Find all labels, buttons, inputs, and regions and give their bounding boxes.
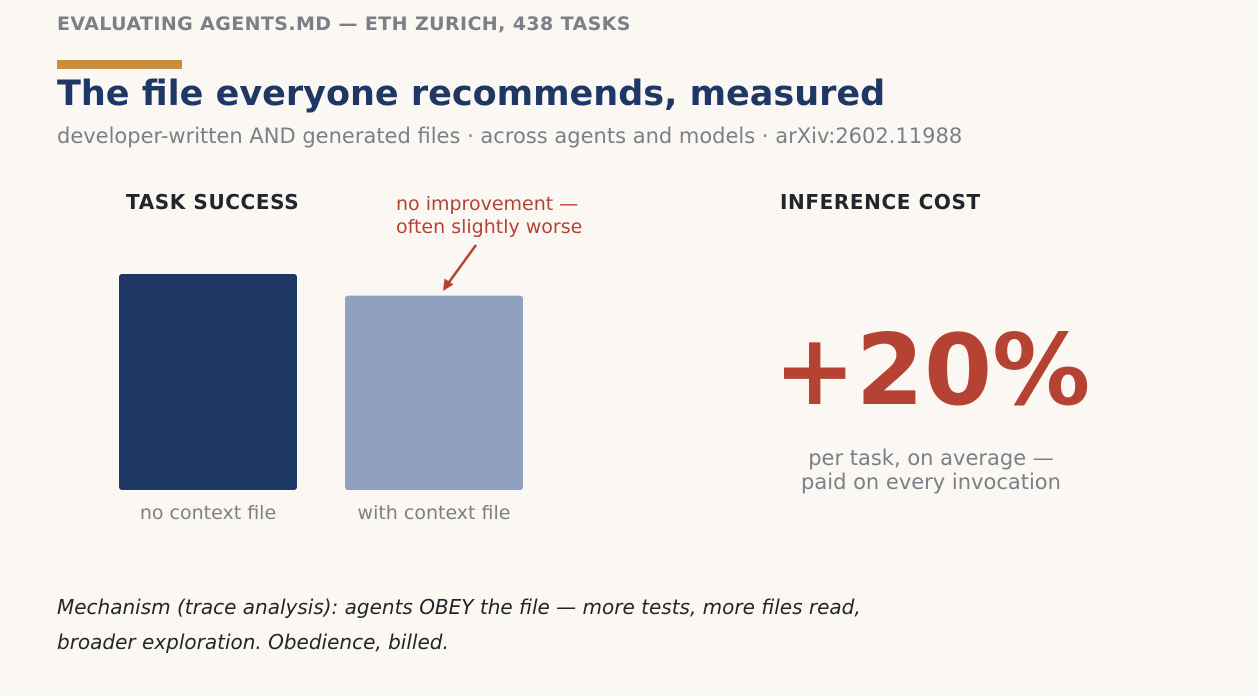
bar-no-context-file — [119, 274, 297, 490]
caption-line-2: paid on every invocation — [801, 470, 1061, 494]
category-labels-layer: no context file with context file — [140, 502, 511, 524]
annotation-line-2: often slightly worse — [396, 216, 583, 238]
task-success-heading: TASK SUCCESS — [126, 190, 300, 214]
bar-annotation: no improvement — often slightly worse — [396, 193, 582, 239]
bar-with-context-file — [345, 295, 523, 490]
caption-line-1: per task, on average — — [808, 446, 1054, 470]
category-label-with-context-file: with context file — [358, 502, 511, 524]
footnote-line-2: broader exploration. Obedience, billed. — [57, 630, 449, 654]
inference-cost-heading: INFERENCE COST — [780, 190, 981, 214]
kicker-text: EVALUATING AGENTS.MD — ETH ZURICH, 438 T… — [57, 13, 631, 35]
page-subtitle: developer-written AND generated files · … — [57, 124, 963, 148]
annotation-line-1: no improvement — — [396, 193, 579, 215]
bars-layer — [119, 274, 523, 490]
category-label-no-context-file: no context file — [140, 502, 276, 524]
annotation-arrow — [443, 244, 478, 291]
annotation-arrow-line — [445, 244, 478, 286]
task-success-chart: no context file with context file — [119, 244, 523, 524]
accent-rule — [57, 60, 182, 69]
footnote-line-1: Mechanism (trace analysis): agents OBEY … — [57, 595, 861, 619]
inference-cost-value: +20% — [773, 314, 1091, 428]
page-title: The file everyone recommends, measured — [57, 74, 886, 114]
inference-cost-caption: per task, on average — paid on every inv… — [801, 446, 1061, 494]
mechanism-footnote: Mechanism (trace analysis): agents OBEY … — [57, 590, 861, 660]
annotation-arrow-head — [443, 278, 454, 291]
